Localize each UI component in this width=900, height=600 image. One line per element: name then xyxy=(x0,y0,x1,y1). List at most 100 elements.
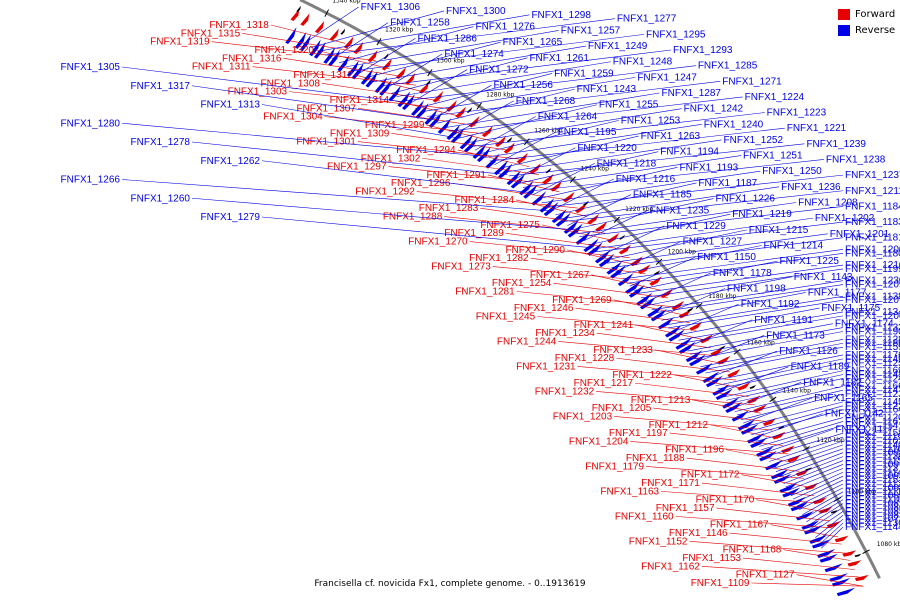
scale-tick-label: 1120 kbp xyxy=(816,437,844,444)
reverse-gene-label: FNFX1_1268 xyxy=(516,96,576,107)
reverse-leader-line xyxy=(759,421,844,447)
forward-gene xyxy=(762,418,777,427)
forward-gene xyxy=(495,135,507,148)
reverse-gene-label: FNFX1_1223 xyxy=(767,108,827,119)
reverse-leader-line xyxy=(709,350,778,379)
reverse-leader-line xyxy=(448,96,743,132)
reverse-leader-line xyxy=(532,163,595,196)
forward-gene-label: FNFX1_1290 xyxy=(505,245,565,256)
reverse-gene-label: FNFX1_1150 xyxy=(697,252,756,263)
reverse-leader-line xyxy=(753,413,823,439)
reverse-gene xyxy=(401,94,415,111)
reverse-gene xyxy=(725,401,743,413)
reverse-gene-label: FNFX1_1184 xyxy=(845,201,900,212)
reverse-gene-label: FNFX1_1175 xyxy=(821,303,880,314)
reverse-gene-label: FNFX1_1195 xyxy=(558,127,617,138)
scale-tick-label: 1240 kbp xyxy=(581,166,609,173)
legend-reverse: Reverse xyxy=(838,23,895,37)
forward-gene xyxy=(727,368,741,378)
reverse-leader-line xyxy=(518,151,659,184)
forward-gene xyxy=(772,431,786,440)
reverse-leader-line xyxy=(121,179,551,212)
reverse-gene xyxy=(715,388,733,401)
reverse-gene-label: FNFX1_1230 xyxy=(845,276,900,287)
reverse-gene-label: FNFX1_1277 xyxy=(617,14,677,25)
reverse-leader-line xyxy=(121,122,484,157)
reverse-gene-label: FNFX1_1176 xyxy=(845,350,900,361)
reverse-gene-label: FNFX1_1252 xyxy=(724,135,784,146)
reverse-gene xyxy=(801,520,820,530)
reverse-gene-label: FNFX1_1206 xyxy=(845,311,900,322)
reverse-gene-label: FNFX1_1086 xyxy=(845,502,900,513)
reverse-leader-line xyxy=(636,264,844,294)
reverse-leader-line xyxy=(261,104,459,139)
reverse-gene-label: FNFX1_1190 xyxy=(845,327,900,338)
reverse-gene-label: FNFX1_1313 xyxy=(201,100,261,111)
forward-leader-line xyxy=(669,432,783,446)
reverse-gene-label: FNFX1_1271 xyxy=(722,76,782,87)
reverse-gene-label: FNFX1_1173 xyxy=(766,330,825,341)
reverse-gene-label: FNFX1_1183 xyxy=(845,217,900,228)
forward-gene-label: FNFX1_1296 xyxy=(391,178,451,189)
reverse-leader-line xyxy=(559,186,780,220)
reverse-leader-line xyxy=(678,311,844,341)
scale-tick-label: 1340 kbp xyxy=(332,0,360,4)
forward-leader-line xyxy=(270,24,346,44)
forward-gene-label: FNFX1_1162 xyxy=(641,561,700,572)
forward-gene-label: FNFX1_1269 xyxy=(552,295,612,306)
reverse-gene-label: FNFX1_1276 xyxy=(475,22,535,33)
reverse-leader-line xyxy=(384,53,443,90)
reverse-gene-label: FNFX1_1123 xyxy=(845,389,900,400)
forward-gene xyxy=(595,221,608,232)
scale-tick-label: 1300 kbp xyxy=(436,58,464,65)
forward-leader-line xyxy=(630,441,789,455)
scale-tick xyxy=(376,37,382,46)
reverse-gene-label: FNFX1_1298 xyxy=(531,10,591,21)
forward-gene-label: FNFX1_1289 xyxy=(444,228,504,239)
scale-tick-label: 1180 kbp xyxy=(708,293,736,300)
forward-gene xyxy=(847,560,862,567)
forward-gene-label: FNFX1_1282 xyxy=(469,253,529,264)
reverse-leader-line xyxy=(797,483,844,507)
reverse-gene-label: FNFX1_1247 xyxy=(637,72,697,83)
reverse-leader-line xyxy=(715,358,844,387)
forward-gene-label: FNFX1_1234 xyxy=(535,328,595,339)
reverse-gene-label: FNFX1_1225 xyxy=(779,256,839,267)
reverse-leader-line xyxy=(479,120,619,155)
forward-gene-label: FNFX1_1292 xyxy=(355,187,415,198)
forward-gene xyxy=(618,244,631,255)
reverse-leader-line xyxy=(415,73,553,109)
forward-leader-line xyxy=(729,532,842,545)
forward-leader-line xyxy=(646,466,804,479)
forward-leader-line xyxy=(388,166,550,185)
forward-leader-line xyxy=(614,416,773,431)
gene-tick xyxy=(653,270,661,276)
reverse-leader-line xyxy=(527,159,824,192)
forward-gene-label: FNFX1_1170 xyxy=(696,495,755,506)
forward-leader-line xyxy=(391,132,509,151)
scale-tick xyxy=(833,497,842,502)
forward-gene-label: FNFX1_1299 xyxy=(365,120,425,131)
forward-gene-label: FNFX1_1197 xyxy=(609,428,668,439)
reverse-gene xyxy=(523,184,538,199)
forward-gene xyxy=(781,445,795,454)
forward-leader-line xyxy=(751,582,864,587)
reverse-gene-label: FNFX1_1209 xyxy=(845,280,900,291)
forward-leader-line xyxy=(357,107,476,126)
forward-gene-label: FNFX1_1127 xyxy=(736,570,795,581)
forward-gene-label: FNFX1_1153 xyxy=(682,553,741,564)
gene-tick xyxy=(466,107,473,114)
legend-forward-label: Forward xyxy=(855,8,896,20)
reverse-gene xyxy=(476,146,491,163)
forward-gene-label: FNFX1_1318 xyxy=(209,20,269,31)
gene-tick xyxy=(805,467,813,471)
reverse-leader-line xyxy=(775,448,844,472)
reverse-gene xyxy=(472,143,487,159)
reverse-leader-line xyxy=(191,85,433,121)
reverse-gene-label: FNFX1_1174 xyxy=(835,319,894,330)
reverse-leader-line xyxy=(562,190,844,222)
reverse-gene xyxy=(388,85,402,102)
reverse-gene-label: FNFX1_1194 xyxy=(660,147,719,158)
reverse-gene-label: FNFX1_1133 xyxy=(845,323,900,334)
